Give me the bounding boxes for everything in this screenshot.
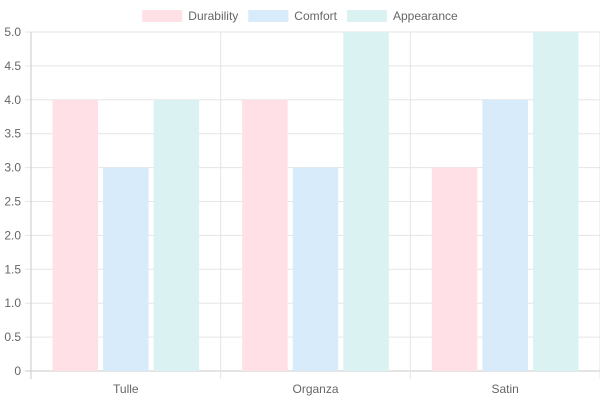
legend-item-appearance[interactable]: Appearance: [346, 9, 458, 23]
legend-label: Comfort: [294, 9, 337, 23]
y-tick-label: 5.0: [4, 25, 21, 39]
y-tick-label: 1.5: [4, 262, 21, 276]
y-tick-label: 0: [14, 364, 21, 378]
bar-durability-satin: [431, 167, 478, 371]
y-tick-label: 4.5: [4, 59, 21, 73]
bar-comfort-organza: [292, 167, 339, 371]
bar-durability-organza: [242, 99, 288, 372]
x-tick-label: Organza: [292, 382, 338, 396]
legend-swatch: [248, 10, 289, 22]
x-axis: Tulle Organza Satin: [113, 382, 519, 396]
y-axis: 0 0.5 1.0 1.5 2.0 2.5 3.0 3.5 4.0 4.5 5.0: [4, 25, 21, 378]
bar-appearance-organza: [343, 32, 389, 371]
bar-appearance-satin: [532, 32, 579, 371]
legend-label: Durability: [188, 9, 238, 23]
bar-appearance-tulle: [153, 99, 200, 372]
bar-comfort-tulle: [103, 167, 149, 371]
legend-swatch: [142, 10, 183, 22]
y-tick-label: 1.0: [4, 296, 21, 310]
y-tick-label: 2.0: [4, 228, 21, 242]
y-tick-label: 2.5: [4, 195, 21, 209]
x-tick-label: Tulle: [113, 382, 139, 396]
x-tick-label: Satin: [491, 382, 518, 396]
legend-item-comfort[interactable]: Comfort: [248, 9, 338, 23]
legend-swatch: [346, 10, 387, 22]
plot-area: [52, 32, 579, 372]
legend-label: Appearance: [393, 9, 458, 23]
y-tick-label: 3.0: [4, 161, 21, 175]
bar-durability-tulle: [52, 99, 99, 372]
bar-comfort-satin: [482, 99, 528, 372]
legend[interactable]: Durability Comfort Appearance: [142, 9, 458, 23]
legend-item-durability[interactable]: Durability: [142, 9, 238, 23]
y-tick-label: 3.5: [4, 127, 21, 141]
y-tick-label: 0.5: [4, 330, 21, 344]
y-tick-label: 4.0: [4, 93, 21, 107]
